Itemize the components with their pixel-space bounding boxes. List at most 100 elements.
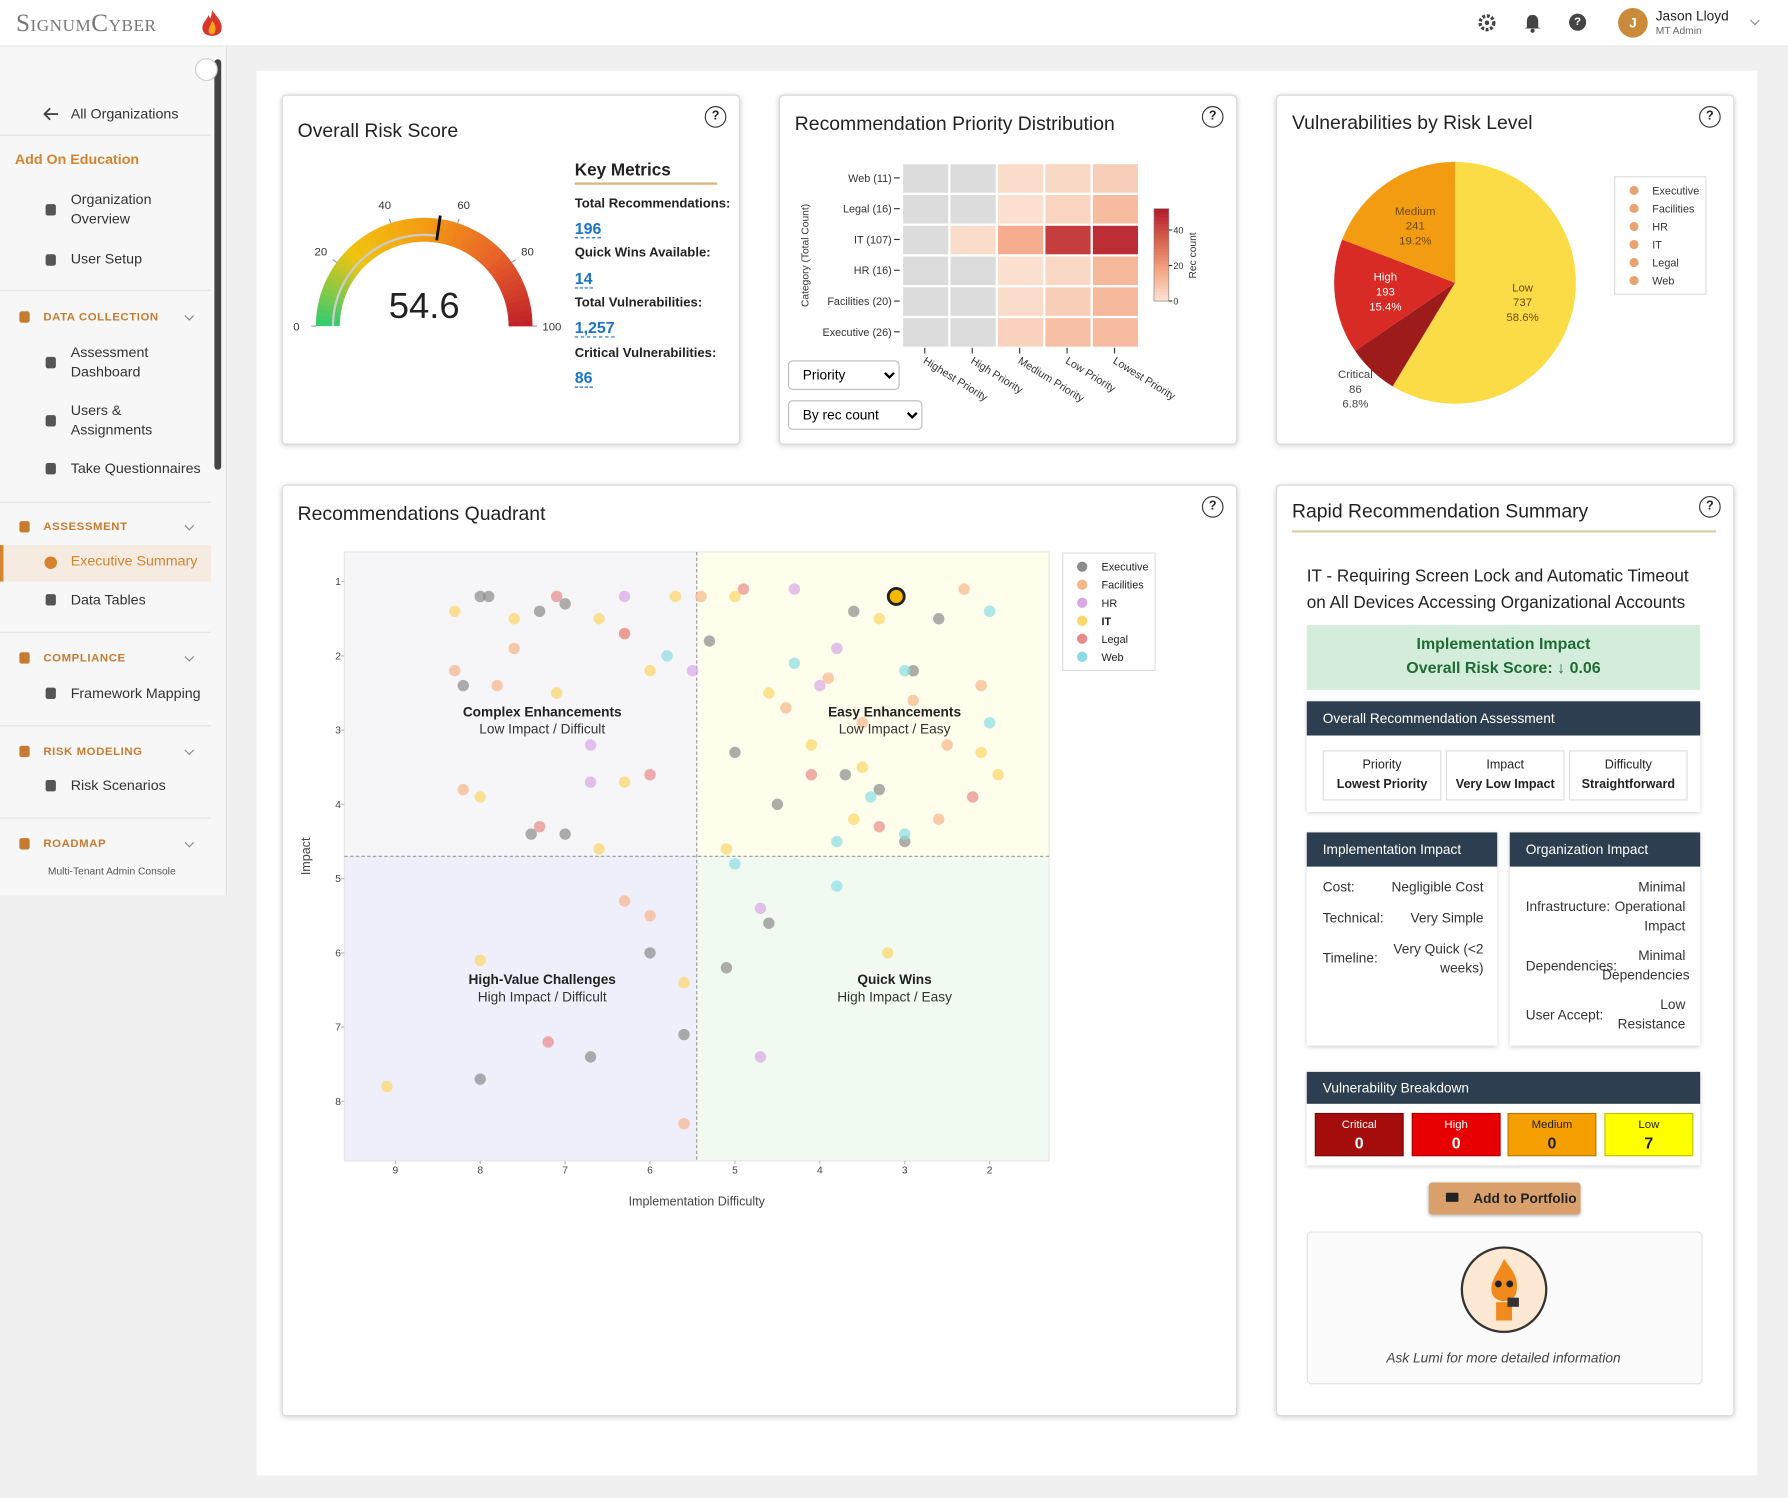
section-icon	[19, 311, 30, 323]
breakdown-label: Critical	[1341, 1118, 1377, 1132]
row-value: Low Resistance	[1617, 996, 1686, 1032]
sidebar	[0, 46, 227, 896]
nav-item[interactable]: Risk Scenarios	[70, 777, 166, 794]
metric-value[interactable]: 1,257	[574, 318, 615, 338]
nav-item-active[interactable]: Executive Summary	[70, 553, 198, 570]
nav-icon	[45, 415, 56, 427]
nav-section[interactable]: ASSESSMENT	[43, 521, 128, 534]
metric-label: Quick Wins Available:	[574, 246, 711, 260]
panel-header: Implementation Impact	[1306, 832, 1498, 867]
section-chevron[interactable]	[184, 745, 195, 756]
row-label: Timeline:	[1322, 949, 1378, 966]
risk-level-card	[1275, 94, 1735, 445]
nav-section[interactable]: DATA COLLECTION	[43, 311, 159, 324]
help-button[interactable]: ?	[1699, 496, 1721, 518]
breakdown-box: Medium 0	[1507, 1112, 1597, 1157]
panel-header: Overall Recommendation Assessment	[1306, 701, 1701, 736]
section-chevron[interactable]	[184, 651, 195, 662]
nav-item[interactable]: Take Questionnaires	[70, 460, 201, 477]
help-icon[interactable]: ?	[1569, 13, 1587, 31]
metric-label: Critical Vulnerabilities:	[574, 346, 717, 361]
help-button[interactable]: ?	[1201, 496, 1224, 518]
breakdown-value: 0	[1547, 1133, 1557, 1152]
nav-icon	[45, 462, 56, 475]
active-nav-bg	[0, 545, 211, 582]
button-icon	[1445, 1192, 1459, 1202]
row-value: Minimal Operational Impact	[1614, 879, 1686, 934]
header	[0, 0, 1788, 47]
assessment-box: Difficulty Straightforward	[1569, 750, 1688, 801]
row-label: User Accept:	[1525, 1006, 1604, 1023]
nav-icon	[45, 356, 56, 369]
breakdown-value: 7	[1644, 1133, 1654, 1152]
category-select[interactable]: Priority	[787, 360, 900, 390]
nav-item[interactable]: Organization Overview	[70, 191, 152, 227]
settings-icon[interactable]	[1477, 13, 1498, 34]
button-label: Add to Portfolio	[1473, 1190, 1577, 1207]
org-name: Add On Education	[14, 151, 140, 168]
section-chevron[interactable]	[184, 837, 195, 848]
help-button[interactable]: ?	[1201, 106, 1224, 128]
assessment-label: Priority	[1362, 758, 1402, 772]
nav-back[interactable]: All Organizations	[70, 106, 179, 123]
help-button[interactable]: ?	[1699, 106, 1721, 128]
breakdown-label: High	[1444, 1118, 1468, 1132]
user-name: Jason Lloyd	[1655, 7, 1729, 24]
assessment-box: Priority Lowest Priority	[1322, 750, 1442, 801]
nav-item[interactable]: Users & Assignments	[70, 402, 153, 438]
card-title: Overall Risk Score	[297, 119, 459, 142]
sidebar-footer: Multi-Tenant Admin Console	[47, 865, 176, 877]
notifications-icon[interactable]	[1523, 13, 1541, 34]
metric-value[interactable]: 196	[574, 218, 602, 239]
section-icon	[19, 745, 30, 758]
card-title: Vulnerabilities by Risk Level	[1291, 111, 1533, 134]
nav-section[interactable]: RISK MODELING	[43, 745, 143, 759]
risk-arrow: ↓	[1557, 657, 1566, 677]
breakdown-label: Medium	[1531, 1118, 1573, 1132]
scrollbar[interactable]	[214, 59, 222, 470]
assessment-value: Lowest Priority	[1336, 777, 1428, 792]
row-value: Minimal Dependencies	[1602, 947, 1690, 983]
brand[interactable]: SignumCyber	[15, 7, 157, 37]
row-value: Negligible Cost	[1391, 879, 1484, 896]
nav-section[interactable]: ROADMAP	[43, 838, 107, 850]
assessment-value: Straightforward	[1581, 777, 1676, 792]
nav-section[interactable]: COMPLIANCE	[43, 652, 126, 665]
add-to-portfolio-button[interactable]: Add to Portfolio	[1428, 1182, 1581, 1215]
nav-item[interactable]: Data Tables	[70, 591, 146, 608]
metric-select[interactable]: By rec count	[787, 400, 923, 430]
separator	[0, 631, 211, 633]
metric-value[interactable]: 86	[574, 368, 593, 388]
section-icon	[19, 838, 30, 850]
separator	[0, 501, 211, 503]
collapse-button[interactable]	[194, 58, 218, 81]
nav-icon	[45, 779, 56, 792]
nav-icon	[44, 556, 58, 570]
section-icon	[19, 521, 30, 533]
avatar[interactable]: J	[1618, 7, 1648, 38]
impact-box: Implementation Impact Overall Risk Score…	[1306, 624, 1701, 690]
separator	[0, 289, 211, 291]
breakdown-box: Low 7	[1604, 1112, 1694, 1157]
breakdown-value: 0	[1354, 1133, 1364, 1152]
help-button[interactable]: ?	[704, 106, 727, 128]
nav-item[interactable]: User Setup	[70, 250, 143, 267]
recommendation-title: IT - Requiring Screen Lock and Automatic…	[1306, 566, 1689, 613]
metric-value[interactable]: 14	[574, 269, 593, 289]
lumi-avatar[interactable]	[1460, 1245, 1549, 1334]
impact-title: Implementation Impact	[1416, 634, 1591, 653]
assessment-box: Impact Very Low Impact	[1445, 750, 1565, 801]
risk-score-line: Overall Risk Score: ↓ 0.06	[1307, 658, 1700, 676]
nav-item[interactable]: Framework Mapping	[70, 685, 201, 702]
quadrant-card	[281, 484, 1238, 1417]
row-label: Infrastructure:	[1525, 898, 1611, 915]
row-label: Dependencies:	[1525, 957, 1618, 974]
nav-icon	[45, 594, 56, 606]
section-chevron[interactable]	[184, 520, 195, 531]
section-icon	[19, 652, 30, 664]
section-chevron[interactable]	[184, 311, 195, 321]
nav-item[interactable]: Assessment Dashboard	[70, 344, 149, 380]
title-underline	[1291, 530, 1717, 533]
